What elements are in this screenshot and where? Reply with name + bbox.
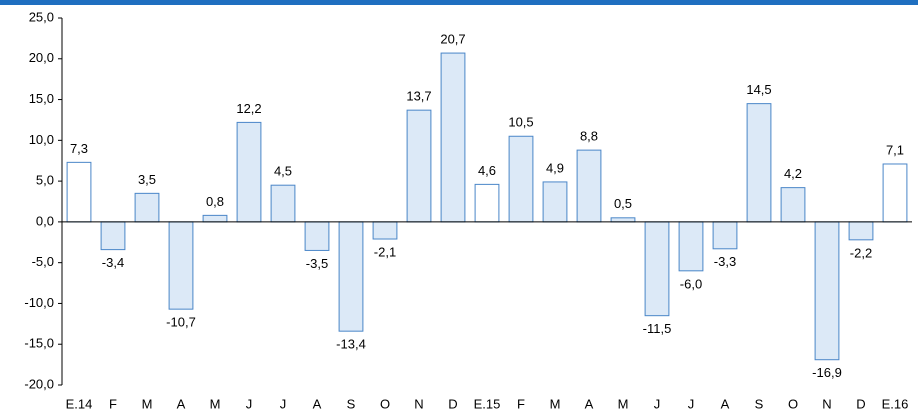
x-tick-label: E.15 [474,396,501,411]
value-label: 4,6 [478,163,496,178]
x-tick-label: M [142,396,153,411]
bar [202,214,228,223]
bar [848,221,874,241]
bar [372,221,398,240]
bar [508,135,534,223]
value-label: 14,5 [746,82,771,97]
value-label: -2,1 [374,244,396,259]
value-label: 8,8 [580,129,598,144]
x-tick-label: A [313,396,322,411]
value-label: 4,2 [784,166,802,181]
y-tick-label: -15,0 [24,336,54,351]
bar [270,184,296,223]
value-label: 3,5 [138,172,156,187]
x-tick-label: A [721,396,730,411]
bar [134,192,160,223]
x-tick-label: F [109,396,117,411]
bar [814,221,840,361]
bar [100,221,126,251]
y-tick-label: 25,0 [29,9,54,24]
bar [644,221,670,317]
x-tick-label: S [347,396,356,411]
bar [440,52,466,223]
value-label: -2,2 [850,245,872,260]
bar [610,217,636,223]
y-tick-label: -10,0 [24,295,54,310]
value-label: 10,5 [508,115,533,130]
bar [746,103,772,223]
bar [474,183,500,223]
value-label: 20,7 [440,32,465,47]
x-tick-label: D [448,396,457,411]
value-label: 7,1 [886,142,904,157]
value-label: -10,7 [166,315,196,330]
x-tick-label: J [280,396,287,411]
bar [338,221,364,332]
value-label: 4,5 [274,164,292,179]
x-tick-label: F [517,396,525,411]
bar [542,181,568,223]
x-tick-label: O [380,396,390,411]
bar [780,187,806,223]
x-tick-label: D [856,396,865,411]
x-tick-label: N [414,396,423,411]
x-tick-label: O [788,396,798,411]
x-tick-label: J [246,396,253,411]
x-tick-label: M [550,396,561,411]
value-label: 13,7 [406,89,431,104]
x-tick-label: M [618,396,629,411]
bar [236,121,262,223]
x-tick-label: E.14 [66,396,93,411]
x-tick-label: S [755,396,764,411]
x-tick-label: A [585,396,594,411]
value-label: 0,8 [206,194,224,209]
bar [678,221,704,272]
x-tick-label: J [688,396,695,411]
x-tick-label: A [177,396,186,411]
bar [406,109,432,223]
value-label: -11,5 [643,321,672,336]
y-tick-label: 10,0 [29,132,54,147]
y-tick-label: -5,0 [32,254,54,269]
value-label: -3,5 [306,256,328,271]
bar [712,221,738,250]
y-tick-label: 15,0 [29,91,54,106]
bar [66,161,92,223]
bar [304,221,330,251]
y-tick-label: 20,0 [29,50,54,65]
value-label: 0,5 [614,196,632,211]
bar [882,163,908,223]
value-label: 7,3 [70,141,88,156]
y-tick-label: 0,0 [36,213,54,228]
header-bar [0,0,918,5]
x-tick-label: J [654,396,661,411]
value-label: -3,3 [714,254,736,269]
x-tick-label: M [210,396,221,411]
value-label: -16,9 [812,365,842,380]
y-tick-label: -20,0 [24,376,54,391]
value-label: -13,4 [336,337,366,352]
value-label: 12,2 [236,101,261,116]
x-tick-label: N [822,396,831,411]
bar [576,149,602,223]
value-label: -3,4 [102,255,124,270]
y-tick-label: 5,0 [36,173,54,188]
value-label: -6,0 [680,276,702,291]
value-label: 4,9 [546,160,564,175]
x-tick-label: E.16 [882,396,909,411]
bar [168,221,194,310]
